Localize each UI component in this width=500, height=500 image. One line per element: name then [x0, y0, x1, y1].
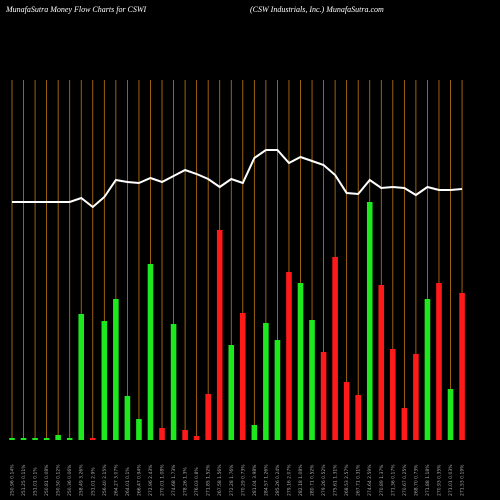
bar — [240, 313, 246, 440]
x-tick-label: 271.01 0.03% — [448, 464, 454, 496]
x-tick-label: 274.64 2.59% — [367, 464, 373, 496]
bar — [182, 430, 188, 440]
x-tick-label: 270.93 0.35% — [436, 464, 442, 496]
x-tick-label: 250.96 0.14% — [10, 464, 16, 496]
bar — [274, 340, 281, 440]
money-flow-line — [12, 149, 463, 209]
bar — [378, 285, 385, 440]
bar — [147, 264, 154, 440]
x-tick-label: 282.18 1.08% — [298, 464, 304, 496]
x-tick-label: 268.53 2.57% — [344, 464, 350, 496]
x-tick-label: 271.53 0.19% — [460, 464, 466, 496]
x-tick-label: 250.36 0.06% — [67, 464, 73, 496]
bar — [78, 314, 85, 440]
x-tick-label: 284.57 1.26% — [263, 464, 269, 496]
bar — [263, 323, 269, 440]
bar — [205, 394, 211, 440]
bar — [170, 324, 177, 440]
x-tick-label: 250.81 0.08% — [44, 464, 50, 496]
bar — [9, 438, 15, 440]
bar — [101, 321, 108, 440]
x-tick-label: 271.88 1.18% — [425, 464, 431, 496]
bar — [355, 395, 361, 440]
x-tick-label: 272.96 2.43% — [148, 464, 154, 496]
x-tick-label: 268.70 0.73% — [413, 464, 419, 496]
x-tick-label: 276.03 0.8% — [194, 467, 200, 496]
x-tick-label: 264.27 3.07% — [113, 464, 119, 496]
x-tick-label: 251.25 0.11% — [21, 464, 27, 496]
bar — [20, 438, 27, 440]
x-tick-label: 258.49 3.26% — [79, 464, 85, 496]
bar — [320, 352, 327, 440]
bar — [136, 419, 142, 440]
chart-title: MunafaSutra Money Flow Charts for CSWI — [5, 5, 147, 14]
x-tick-label: 251.01 2.9% — [90, 467, 96, 496]
bar — [343, 382, 350, 440]
bar — [216, 230, 223, 440]
bar — [401, 408, 408, 440]
x-tick-label: 250.50 0.12% — [56, 464, 62, 496]
bar — [43, 438, 50, 440]
x-tick-label: 270.89 1.37% — [379, 464, 385, 496]
bar — [286, 272, 292, 440]
bar — [159, 428, 165, 440]
x-tick-label: 280.71 0.52% — [310, 464, 316, 496]
bar — [89, 438, 96, 440]
bar — [424, 299, 431, 440]
x-tick-label: 256.40 2.15% — [102, 464, 108, 496]
x-tick-label: 267.71 0.31% — [356, 464, 362, 496]
x-tick-label: 270.29 0.73% — [240, 464, 246, 496]
x-tick-label: 278.26 1.3% — [183, 467, 189, 496]
x-tick-label: 270.67 0.25% — [402, 464, 408, 496]
bar — [124, 396, 131, 440]
bar — [113, 299, 119, 440]
x-tick-label: 275.61 1.31% — [333, 464, 339, 496]
bar — [251, 425, 258, 440]
bar — [447, 389, 454, 440]
bar — [332, 257, 338, 440]
x-tick-label: 271.36 0.17% — [390, 464, 396, 496]
bar — [459, 293, 465, 440]
x-tick-label: 272.28 1.76% — [229, 464, 235, 496]
x-tick-label: 251.01 0.1% — [33, 467, 39, 496]
bar — [413, 354, 419, 440]
x-tick-label: 271.85 1.52% — [206, 464, 212, 496]
x-tick-label: 270.01 1.08% — [160, 464, 166, 496]
x-tick-label: 266.47 0.94% — [136, 464, 142, 496]
x-tick-label: 279.26 0.52% — [321, 464, 327, 496]
bar — [366, 202, 373, 440]
bar — [390, 349, 396, 440]
chart-subtitle: (CSW Industrials, Inc.) MunafaSutra.com — [250, 5, 384, 14]
bar — [436, 283, 442, 440]
x-tick-label: 281.04 3.98% — [252, 464, 258, 496]
x-tick-label: 264.01 0.1% — [125, 467, 131, 496]
x-tick-label: 285.26 0.24% — [275, 464, 281, 496]
bar — [228, 345, 235, 440]
x-tick-label: 267.58 1.56% — [217, 464, 223, 496]
x-tick-label: 279.16 2.07% — [286, 464, 292, 496]
bar — [309, 320, 315, 440]
bar — [55, 435, 61, 440]
bar — [32, 438, 38, 440]
bar — [297, 283, 304, 440]
bar — [66, 438, 73, 440]
bar — [193, 436, 200, 440]
x-tick-label: 274.68 1.73% — [171, 464, 177, 496]
